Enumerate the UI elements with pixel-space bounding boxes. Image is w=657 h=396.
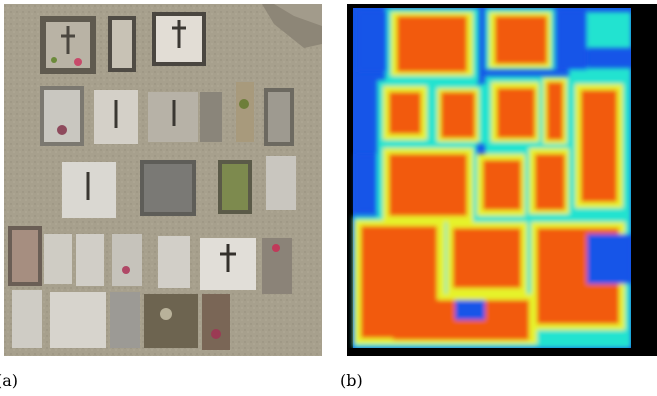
aerial-cemetery-image [4,4,322,356]
aerial-image-drawing [4,4,322,356]
panel-a-caption: (a) [0,371,19,390]
panel-b-caption: (b) [340,371,363,390]
heatmap-drawing [347,4,657,356]
heatmap-image [347,4,657,356]
